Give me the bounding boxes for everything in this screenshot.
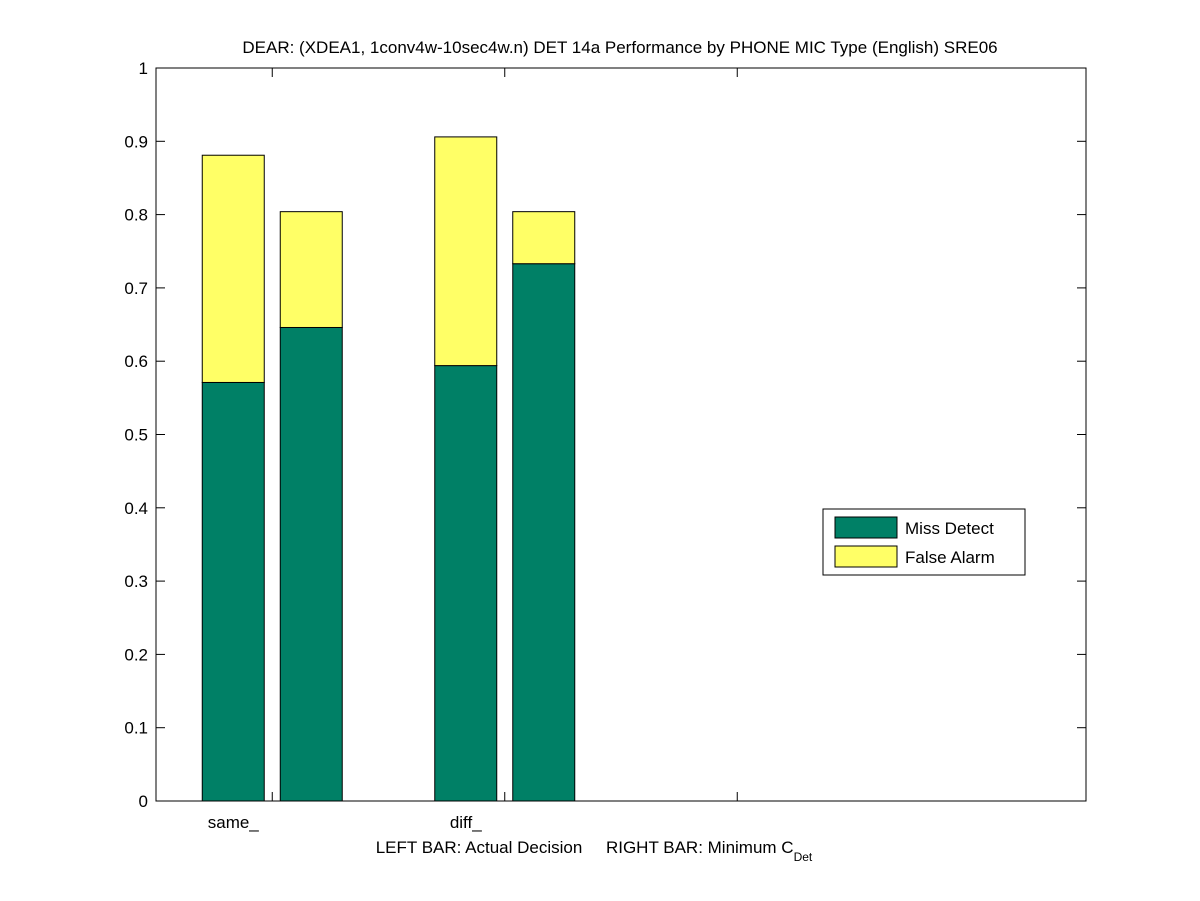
y-tick-label: 0.9 [124, 132, 148, 151]
bar-false-alarm [201, 154, 265, 383]
y-tick-label: 0.3 [124, 572, 148, 591]
y-tick-label: 0.7 [124, 279, 148, 298]
x-tick-label: diff_ [450, 813, 482, 832]
y-tick-label: 1 [139, 59, 148, 78]
plot-area: 0 0.1 0.2 0.3 0.4 0.5 0.6 0.7 0.8 0.9 1 same_ diff_ [124, 59, 1087, 832]
legend-swatch [834, 545, 898, 568]
legend-label: Miss Detect [905, 519, 994, 538]
legend: Miss Detect False Alarm [822, 508, 1026, 576]
y-tick-label: 0.1 [124, 719, 148, 738]
bar-false-alarm [512, 211, 576, 265]
y-tick-label: 0.4 [124, 499, 148, 518]
legend-swatch [834, 516, 898, 539]
bar-false-alarm [434, 136, 498, 367]
y-tick-label: 0 [139, 792, 148, 811]
bar-miss-detect [201, 381, 265, 802]
y-tick-label: 0.6 [124, 352, 148, 371]
x-axis-label: LEFT BAR: Actual Decision RIGHT BAR: Min… [376, 838, 813, 864]
bar-miss-detect [279, 326, 343, 802]
y-tick-label: 0.5 [124, 426, 148, 445]
bar-miss-detect [434, 365, 498, 802]
legend-label: False Alarm [905, 548, 995, 567]
bar-miss-detect [512, 263, 576, 802]
y-tick-label: 0.2 [124, 645, 148, 664]
y-tick-label: 0.8 [124, 206, 148, 225]
chart-title: DEAR: (XDEA1, 1conv4w-10sec4w.n) DET 14a… [242, 38, 997, 57]
x-tick-label: same_ [208, 813, 260, 832]
bar-false-alarm [279, 211, 343, 328]
